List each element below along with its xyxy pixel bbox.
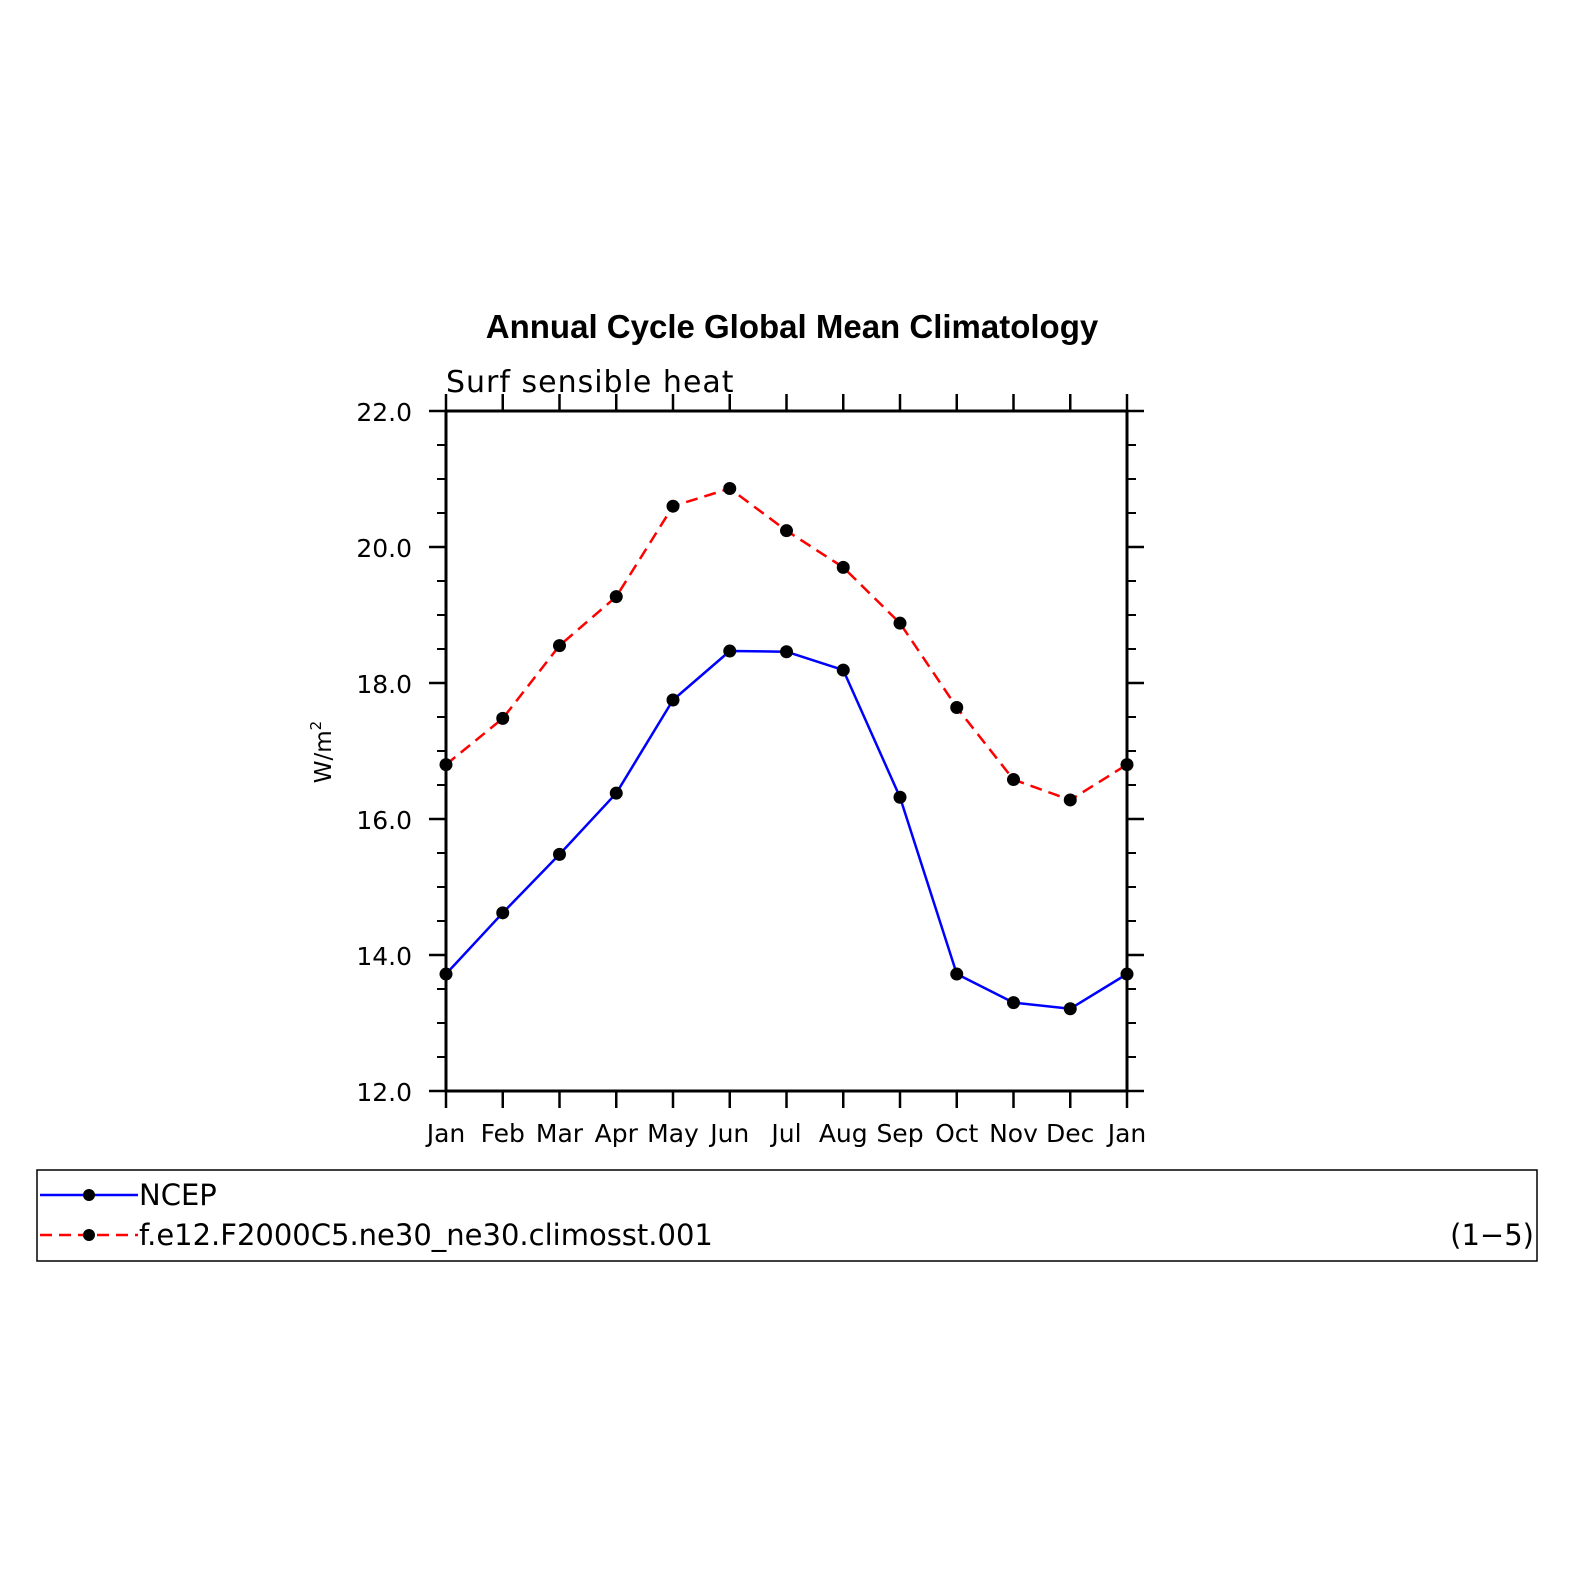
data-point-ncep — [609, 786, 623, 800]
x-tick-label: Apr — [595, 1119, 639, 1148]
data-point-model — [666, 499, 680, 513]
x-tick-label: Jan — [425, 1119, 466, 1148]
data-point-ncep — [553, 847, 566, 861]
data-point-model — [836, 560, 850, 574]
data-point-ncep — [496, 906, 510, 920]
data-point-model — [1063, 793, 1077, 807]
data-point-ncep — [950, 967, 964, 981]
data-point-ncep — [780, 645, 793, 659]
x-tick-label: Mar — [536, 1119, 584, 1148]
axis-ticks — [429, 394, 1144, 1108]
y-axis-label-text: W/m — [311, 730, 337, 783]
legend: NCEP f.e12.F2000C5.ne30_ne30.climosst.00… — [36, 1169, 1538, 1262]
chart-subtitle: Surf sensible heat — [446, 365, 735, 400]
x-tick-label: Aug — [819, 1119, 868, 1148]
x-tick-label: Dec — [1046, 1119, 1094, 1148]
x-tick-label: Oct — [935, 1119, 978, 1148]
data-point-ncep — [1063, 1002, 1077, 1016]
legend-label-model: f.e12.F2000C5.ne30_ne30.climosst.001 — [139, 1218, 713, 1252]
data-point-ncep — [893, 790, 907, 804]
legend-label-ncep: NCEP — [139, 1178, 217, 1212]
y-tick-labels: 12.0 14.0 16.0 18.0 20.0 22.0 — [356, 398, 412, 1107]
y-tick-label: 12.0 — [356, 1078, 412, 1107]
x-tick-label: Jan — [1106, 1119, 1147, 1148]
data-point-model — [893, 616, 907, 630]
data-point-ncep — [723, 644, 737, 658]
svg-text:W/m2: W/m2 — [307, 721, 337, 783]
legend-marker-model — [83, 1229, 95, 1241]
x-tick-label: Jun — [708, 1119, 749, 1148]
series-lines — [445, 487, 1128, 1010]
legend-marker-ncep — [83, 1189, 95, 1201]
data-point-ncep — [836, 663, 850, 677]
data-point-ncep — [666, 693, 680, 707]
data-point-model — [1007, 773, 1020, 787]
y-tick-label: 22.0 — [356, 398, 412, 427]
data-point-model — [496, 711, 510, 725]
y-tick-label: 16.0 — [356, 806, 412, 835]
x-tick-labels: Jan Feb Mar Apr May Jun Jul Aug Sep Oct Nov Dec Jan — [425, 1119, 1147, 1148]
x-tick-label: Sep — [876, 1119, 923, 1148]
chart-title: Annual Cycle Global Mean Climatology — [486, 308, 1099, 345]
x-tick-label: Jul — [769, 1119, 801, 1148]
x-tick-label: May — [647, 1119, 699, 1148]
legend-box — [36, 1169, 1538, 1262]
y-tick-label: 14.0 — [356, 942, 412, 971]
y-tick-label: 18.0 — [356, 670, 412, 699]
data-point-ncep — [1007, 996, 1020, 1010]
data-point-model — [609, 590, 623, 604]
y-axis-label-superscript: 2 — [307, 721, 325, 731]
data-point-model — [780, 524, 793, 538]
plot-frame — [444, 409, 1129, 1093]
x-tick-label: Feb — [481, 1119, 525, 1148]
data-point-model — [950, 700, 964, 714]
x-tick-label: Nov — [989, 1119, 1038, 1148]
y-tick-label: 20.0 — [356, 534, 412, 563]
data-point-model — [723, 482, 737, 496]
data-point-model — [553, 639, 566, 653]
series-markers — [439, 482, 1134, 1016]
legend-note: (1−5) — [1450, 1218, 1534, 1252]
y-axis-label: W/m2 — [307, 721, 337, 783]
series-line-ncep — [445, 649, 1128, 1010]
